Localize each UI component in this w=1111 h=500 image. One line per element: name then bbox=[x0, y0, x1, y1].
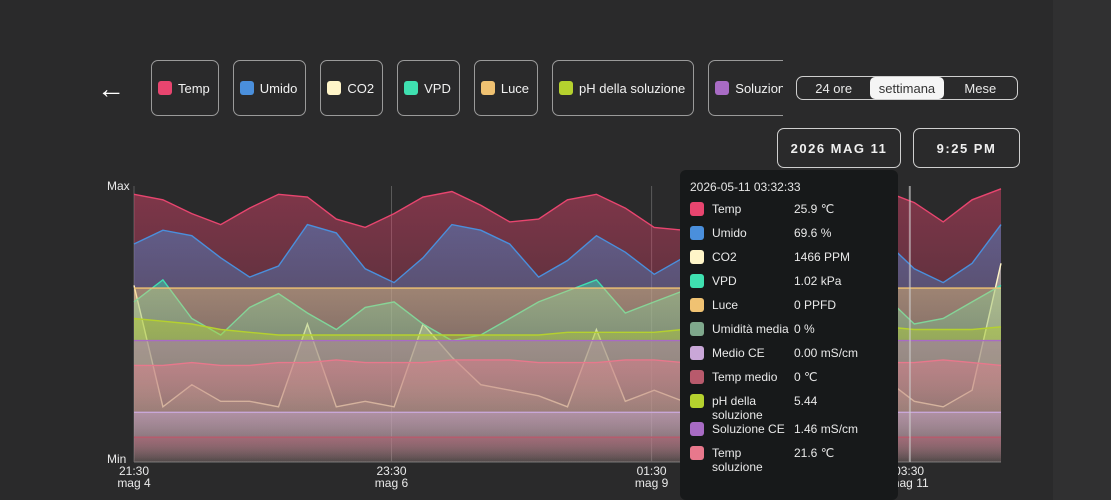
tooltip-row: Umidità media 0 % bbox=[690, 322, 888, 346]
arrow-left-icon[interactable]: ← bbox=[97, 73, 125, 104]
legend-swatch bbox=[480, 81, 495, 95]
tooltip-series-value: 25.9 ℃ bbox=[794, 202, 835, 216]
tooltip-row: pH della soluzione 5.44 bbox=[690, 394, 888, 422]
time-button[interactable]: 9:25 PM bbox=[913, 128, 1020, 168]
x-tick-date: mag 6 bbox=[374, 476, 409, 490]
tooltip-swatch bbox=[690, 322, 704, 336]
tooltip-row: Temp soluzione 21.6 ℃ bbox=[690, 446, 888, 474]
legend-label: Luce bbox=[500, 80, 530, 96]
y-label-min: Min bbox=[107, 452, 127, 466]
tooltip-series-name: Umido bbox=[712, 226, 747, 240]
legend-label: pH della soluzione bbox=[579, 80, 686, 96]
x-tick-time: 21:30 bbox=[118, 464, 150, 478]
tooltip-series-name: Temp soluzione bbox=[712, 446, 763, 474]
tooltip-series-value: 69.6 % bbox=[794, 226, 832, 240]
tooltip-swatch bbox=[690, 394, 704, 408]
tooltip-swatch bbox=[690, 298, 704, 312]
side-panel bbox=[1053, 0, 1111, 500]
tooltip-series-name: CO2 bbox=[712, 250, 737, 264]
x-tick-date: mag 4 bbox=[117, 476, 151, 490]
x-tick-time: 01:30 bbox=[636, 464, 667, 478]
legend-label: CO2 bbox=[347, 80, 375, 96]
tooltip-swatch bbox=[690, 226, 704, 240]
tooltip-series-name: Umidità media bbox=[712, 322, 789, 336]
tooltip-series-name: Soluzione CE bbox=[712, 422, 785, 436]
legend-chip-temp[interactable]: Temp bbox=[151, 60, 219, 116]
tooltip-row: Temp medio 0 ℃ bbox=[690, 370, 888, 394]
tooltip-series-value: 1.02 kPa bbox=[794, 274, 842, 288]
date-button[interactable]: 2026 MAG 11 bbox=[777, 128, 901, 168]
x-tick-time: 03:30 bbox=[894, 464, 925, 478]
tooltip-row: Umido 69.6 % bbox=[690, 226, 888, 250]
x-tick-label: 21:30 mag 4 bbox=[104, 465, 164, 489]
tooltip-swatch bbox=[690, 250, 704, 264]
range-tab-24-ore[interactable]: 24 ore bbox=[815, 80, 853, 96]
tooltip-series-value: 1466 PPM bbox=[794, 250, 851, 264]
x-tick-label: 23:30 mag 6 bbox=[361, 465, 421, 489]
tooltip-series-value: 0.00 mS/cm bbox=[794, 346, 859, 360]
tooltip-series-name: Temp medio bbox=[712, 370, 778, 384]
range-tab-settimana[interactable]: settimana bbox=[870, 77, 944, 99]
legend-chip-umido[interactable]: Umido bbox=[232, 60, 307, 116]
tooltip-row: CO2 1466 PPM bbox=[690, 250, 888, 274]
legend-chip-ph-della-soluzione[interactable]: pH della soluzione bbox=[552, 60, 695, 116]
tooltip-series-name: Temp bbox=[712, 202, 742, 216]
legend-chip-soluzione-ce[interactable]: Soluzione CE bbox=[708, 60, 783, 116]
x-tick-date: mag 9 bbox=[634, 476, 669, 490]
tooltip-swatch bbox=[690, 446, 704, 460]
x-tick-time: 23:30 bbox=[376, 464, 407, 478]
tooltip-swatch bbox=[690, 346, 704, 360]
tooltip-swatch bbox=[690, 370, 704, 384]
tooltip-row: Soluzione CE 1.46 mS/cm bbox=[690, 422, 888, 446]
legend-chip-vpd[interactable]: VPD bbox=[397, 60, 460, 116]
tooltip-swatch bbox=[690, 422, 704, 436]
tooltip-swatch bbox=[690, 202, 704, 216]
x-tick-label: 01:30 mag 9 bbox=[622, 465, 682, 489]
tooltip-swatch bbox=[690, 274, 704, 288]
tooltip-row: Medio CE 0.00 mS/cm bbox=[690, 346, 888, 370]
legend-swatch bbox=[239, 81, 254, 95]
x-tick-date: mag 11 bbox=[889, 476, 929, 490]
range-selector: 24 ore settimana Mese bbox=[796, 76, 1018, 100]
legend-swatch bbox=[715, 81, 730, 95]
tooltip-row: Luce 0 PPFD bbox=[690, 298, 888, 322]
y-label-max: Max bbox=[107, 179, 130, 193]
tooltip-series-value: 0 PPFD bbox=[794, 298, 837, 312]
data-tooltip: 2026-05-11 03:32:33 Temp 25.9 ℃ Umido 69.6 … bbox=[680, 170, 898, 500]
legend-label: Umido bbox=[259, 80, 298, 96]
tooltip-series-name: Luce bbox=[712, 298, 739, 312]
tooltip-series-name: Medio CE bbox=[712, 346, 765, 360]
tooltip-series-value: 21.6 ℃ bbox=[794, 446, 835, 460]
tooltip-row: Temp 25.9 ℃ bbox=[690, 202, 888, 226]
tooltip-series-value: 1.46 mS/cm bbox=[794, 422, 859, 436]
legend: Temp Umido CO2 VPD Luce pH della soluzione Sol… bbox=[151, 60, 783, 118]
tooltip-row: VPD 1.02 kPa bbox=[690, 274, 888, 298]
range-tab-mese[interactable]: Mese bbox=[964, 80, 997, 96]
x-tick-label: 03:30 mag 11 bbox=[879, 465, 939, 489]
legend-label: VPD bbox=[424, 80, 451, 96]
legend-chip-co2[interactable]: CO2 bbox=[320, 60, 384, 116]
legend-label: Soluzione CE bbox=[735, 80, 783, 96]
tooltip-series-value: 5.44 bbox=[794, 394, 818, 408]
tooltip-series-value: 0 % bbox=[794, 322, 815, 336]
legend-swatch bbox=[158, 81, 172, 95]
legend-chip-luce[interactable]: Luce bbox=[473, 60, 539, 116]
tooltip-series-name: pH della soluzione bbox=[712, 394, 763, 422]
legend-label: Temp bbox=[178, 80, 210, 96]
legend-swatch bbox=[327, 81, 342, 95]
tooltip-timestamp: 2026-05-11 03:32:33 bbox=[690, 180, 801, 194]
tooltip-series-value: 0 ℃ bbox=[794, 370, 818, 384]
tooltip-series-name: VPD bbox=[712, 274, 737, 288]
legend-swatch bbox=[404, 81, 419, 95]
legend-swatch bbox=[559, 81, 574, 95]
